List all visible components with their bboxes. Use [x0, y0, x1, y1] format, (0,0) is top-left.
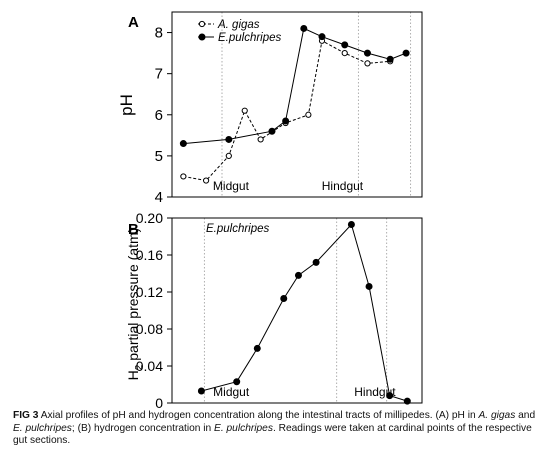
data-point — [386, 55, 394, 63]
caption-segment: ; (B) hydrogen concentration in — [71, 422, 215, 434]
y-tick-label: 6 — [155, 107, 163, 124]
panel-label: A — [128, 14, 139, 31]
data-point-open — [180, 173, 187, 180]
y-tick-label: 0.16 — [136, 247, 163, 263]
section-label: Hindgut — [322, 179, 364, 193]
section-label: Midgut — [213, 385, 250, 399]
data-point — [363, 49, 371, 57]
data-point — [197, 387, 205, 395]
y-tick-label: 0.20 — [136, 210, 163, 226]
data-point — [403, 397, 411, 405]
y-tick-label: 0.12 — [136, 284, 163, 300]
data-point-open — [225, 152, 232, 159]
data-point — [253, 344, 261, 352]
caption-fig-label: FIG 3 — [13, 410, 39, 421]
caption-segment: Axial profiles of pH and hydrogen concen… — [40, 410, 479, 421]
y-tick-label: 0.04 — [136, 358, 163, 374]
data-point — [179, 140, 187, 148]
panel-label: B — [128, 221, 139, 238]
legend-marker — [198, 20, 206, 28]
caption-segment: E. pulchripes — [13, 422, 72, 434]
figure-caption: FIG 3 Axial profiles of pH and hydrogen … — [13, 410, 543, 448]
data-point — [282, 117, 290, 125]
data-point — [268, 127, 276, 135]
series-label: E.pulchripes — [206, 223, 270, 235]
caption-segment: A. gigas — [478, 410, 516, 421]
y-tick-label: 8 — [155, 25, 163, 42]
data-point-open — [202, 177, 210, 184]
series-line — [201, 223, 408, 402]
y-tick-label: 0.08 — [136, 321, 163, 337]
plot-frame — [171, 217, 423, 404]
caption-segment: and — [515, 410, 536, 421]
data-point-open — [341, 50, 348, 57]
data-point-open — [257, 136, 264, 143]
plot-frame — [171, 11, 423, 198]
data-point — [386, 392, 394, 400]
section-label: Hindgut — [354, 385, 396, 399]
y-tick-label: 4 — [155, 189, 163, 206]
y-tick-label: 5 — [155, 148, 163, 165]
data-point — [365, 282, 373, 290]
y-axis-label: pH — [117, 94, 136, 116]
series-line — [183, 27, 407, 145]
data-point — [294, 271, 302, 279]
section-label: Midgut — [213, 179, 250, 193]
caption-text: Axial profiles of pH and hydrogen concen… — [13, 410, 535, 446]
data-point — [341, 41, 349, 49]
legend-label: A. gigas — [217, 19, 260, 31]
legend-marker — [198, 33, 206, 41]
data-point — [402, 49, 410, 57]
legend-label: E.pulchripes — [218, 32, 282, 44]
data-point-open — [241, 107, 248, 114]
caption-segment: . Readings were taken at cardinal points… — [13, 422, 532, 447]
data-point — [233, 378, 241, 386]
data-point — [280, 294, 288, 302]
y-axis-label: H2 partial pressure (atm) — [125, 228, 145, 381]
caption-segment: E. pulchripes — [214, 422, 273, 434]
y-tick-label: 0 — [155, 395, 163, 410]
data-point-open — [364, 60, 371, 67]
data-point-open — [305, 111, 312, 118]
y-tick-label: 7 — [155, 66, 163, 83]
data-point — [347, 220, 355, 228]
data-point — [300, 24, 308, 32]
data-point — [312, 258, 320, 266]
data-point — [225, 135, 233, 143]
series-line — [183, 40, 391, 182]
data-point — [318, 33, 326, 41]
